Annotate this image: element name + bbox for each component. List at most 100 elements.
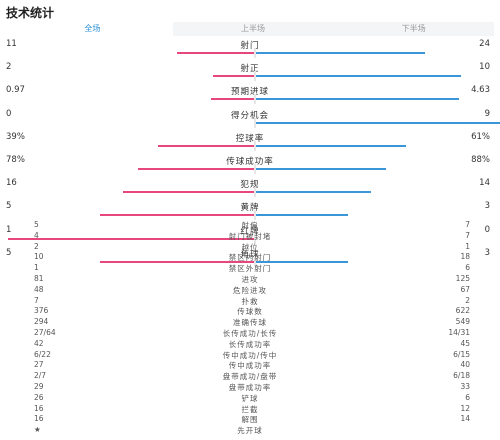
stat-label: 射门被封堵 [228, 231, 272, 241]
page-title: 技术统计 [6, 6, 55, 20]
stat-row: 78% 传球成功率 88% [0, 154, 500, 177]
center-divider [254, 140, 256, 151]
away-bar [256, 168, 387, 170]
away-value: 7 [465, 220, 470, 229]
detail-row: 29 盘带成功率 33 [0, 381, 500, 394]
detail-row: 42 长传成功率 45 [0, 338, 500, 351]
detail-row: 48 危险进攻 67 [0, 284, 500, 297]
away-value: 14 [479, 178, 490, 189]
detail-row: 16 解围 14 [0, 413, 500, 426]
stat-label: 得分机会 [230, 110, 269, 121]
away-value: 14/31 [448, 328, 470, 337]
home-value: ★ [34, 425, 41, 435]
detail-row: 376 传球数 622 [0, 305, 500, 318]
detail-row: 294 准确传球 549 [0, 316, 500, 329]
away-value: 3 [484, 201, 490, 212]
stat-row: 2 射正 10 [0, 61, 500, 84]
home-value: 16 [34, 403, 44, 413]
home-bar [100, 260, 254, 263]
detail-row: 27 传中成功率 40 [0, 359, 500, 372]
stat-label: 解围 [241, 415, 259, 425]
stat-label: 传中成功/传中 [222, 350, 278, 360]
home-value: 78% [6, 155, 25, 165]
home-bar [212, 75, 254, 78]
away-value: 45 [460, 338, 470, 348]
home-value: 11 [6, 39, 17, 49]
away-value: 2 [465, 295, 470, 305]
stat-row: 5 黄牌 3 [0, 200, 500, 223]
detail-row: ★ 先开球 [0, 424, 500, 437]
home-value: 29 [34, 382, 44, 391]
away-bar [256, 75, 461, 78]
tab-second-half[interactable]: 下半场 [401, 24, 426, 33]
away-value: 61% [471, 131, 490, 142]
detail-row: 27/64 长传成功/长传 14/31 [0, 327, 500, 340]
home-value: 7 [34, 295, 39, 305]
stat-label: 危险进攻 [233, 285, 267, 295]
home-value: 0.97 [6, 85, 25, 96]
home-value: 26 [34, 392, 44, 402]
detail-row: 2/7 盘带成功/盘带 6/18 [0, 370, 500, 383]
stat-label: 传球成功率 [226, 157, 274, 167]
home-value: 294 [34, 317, 49, 327]
home-value: 81 [34, 274, 44, 283]
detail-row: 26 铲球 6 [0, 392, 500, 405]
home-value: 48 [34, 284, 44, 294]
home-value: 0 [6, 108, 12, 119]
stat-row: 0 得分机会 9 [0, 108, 500, 131]
away-value: 88% [471, 155, 490, 165]
away-bar [256, 191, 371, 194]
away-value: 6/18 [453, 371, 470, 381]
away-value: 6/15 [453, 349, 470, 359]
home-value: 1 [6, 224, 12, 235]
home-value: 42 [34, 338, 44, 348]
home-value: 2 [6, 62, 12, 73]
period-tabs: 全场 上半场 下半场 [12, 22, 494, 36]
home-value: 2 [34, 241, 39, 251]
center-divider [254, 48, 256, 58]
stat-label: 长传成功率 [228, 339, 272, 349]
stat-row: 39% 控球率 61% [0, 131, 500, 154]
detail-row: 16 拦截 12 [0, 403, 500, 416]
detail-row: 2 越位 1 [0, 241, 500, 254]
stat-label: 角球 [240, 249, 260, 260]
home-value: 1 [34, 263, 39, 273]
away-bar [256, 260, 349, 263]
away-value: 12 [460, 403, 470, 413]
away-value: 6 [465, 392, 470, 402]
away-value: 549 [455, 317, 470, 327]
stat-row: 16 犯规 14 [0, 177, 500, 200]
away-value: 33 [460, 382, 470, 391]
home-value: 16 [34, 414, 44, 424]
stat-label: 盘带成功率 [228, 383, 272, 392]
away-value: 24 [479, 39, 490, 49]
home-value: 27 [34, 360, 44, 370]
home-value: 5 [6, 247, 12, 258]
tab-first-half[interactable]: 上半场 [241, 24, 265, 33]
home-bar [8, 237, 254, 240]
stat-label: 传球数 [237, 307, 263, 317]
away-value: 1 [465, 241, 470, 251]
away-value: 4.63 [471, 85, 490, 96]
center-divider [254, 233, 256, 244]
tab-full-match[interactable]: 全场 [12, 22, 173, 36]
detail-row: 81 进攻 125 [0, 273, 500, 286]
away-value: 14 [460, 414, 470, 424]
stat-label: 准确传球 [233, 318, 267, 328]
stat-label: 长传成功/长传 [222, 329, 278, 338]
detail-row: 6/22 传中成功/传中 6/15 [0, 349, 500, 362]
home-value: 39% [6, 131, 25, 142]
stat-label: 控球率 [235, 133, 265, 144]
stat-label: 禁区外射门 [228, 264, 272, 274]
stat-label: 先开球 [237, 426, 263, 436]
home-bar [122, 191, 254, 194]
stat-row: 0.97 预期进球 4.63 [0, 84, 500, 107]
away-value: 7 [465, 230, 470, 240]
stat-label: 禁区内射门 [228, 253, 272, 263]
stat-label: 盘带成功/盘带 [222, 372, 278, 382]
center-divider [254, 210, 256, 221]
detail-row: 10 禁区内射门 18 [0, 251, 500, 264]
home-value: 5 [34, 220, 39, 229]
center-divider [254, 117, 256, 128]
away-value: 6 [465, 263, 470, 273]
